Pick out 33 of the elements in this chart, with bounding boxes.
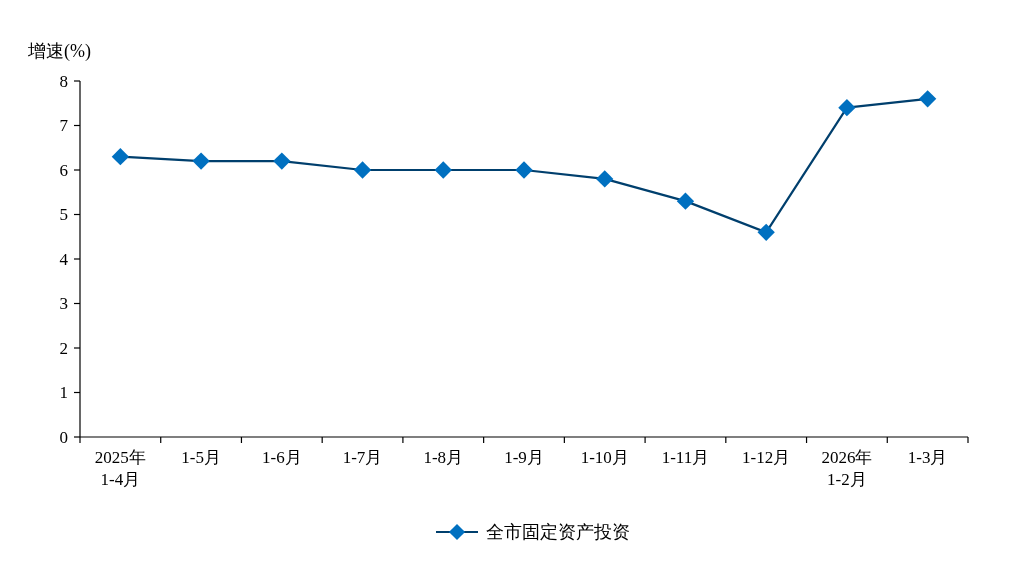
- y-tick-label: 0: [59, 427, 68, 447]
- point: [192, 152, 210, 170]
- y-tick-label: 4: [59, 249, 69, 269]
- x-tick-label: 1-11月: [661, 448, 710, 467]
- x-tick-label: 1-8月: [423, 448, 464, 467]
- x-tick-label: 1-6月: [261, 448, 302, 467]
- y-tick-label: 2: [59, 338, 68, 358]
- y-axis-title: 增速(%): [27, 41, 91, 62]
- y-tick-label: 7: [59, 116, 69, 136]
- x-tick-label: 1-5月: [181, 448, 221, 467]
- point: [676, 192, 695, 210]
- legend-label: 全市固定资产投资: [486, 522, 630, 543]
- y-tick-label: 3: [59, 294, 68, 314]
- y-tick-label: 5: [59, 205, 68, 225]
- x-tick-label: 2025年 1-4月: [94, 448, 146, 489]
- point: [918, 90, 937, 108]
- x-tick-label: 1-10月: [580, 448, 629, 467]
- point: [111, 147, 130, 166]
- point: [273, 152, 291, 170]
- point: [596, 170, 614, 188]
- point: [434, 161, 452, 179]
- point: [757, 223, 775, 241]
- y-tick-label: 6: [59, 160, 68, 180]
- x-tick-label: 1-9月: [504, 448, 544, 467]
- x-tick-label: 1-12月: [742, 448, 791, 467]
- x-tick-label: 1-3月: [907, 448, 948, 467]
- point: [353, 161, 372, 179]
- y-tick-label: 8: [59, 71, 68, 91]
- y-tick-label: 1: [59, 383, 68, 403]
- point: [838, 99, 856, 117]
- x-tick-label: 2026年 1-2月: [821, 448, 873, 489]
- point: [515, 161, 533, 179]
- x-tick-label: 1-7月: [342, 448, 383, 467]
